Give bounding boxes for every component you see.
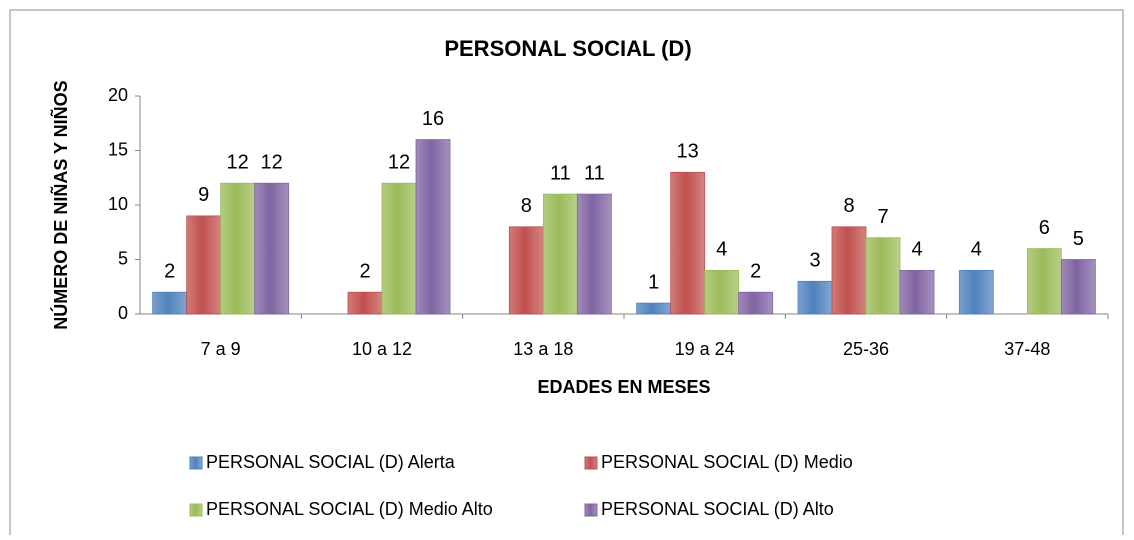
data-label: 2 (164, 260, 175, 282)
x-tick-label: 19 a 24 (675, 339, 735, 359)
data-label: 9 (198, 184, 209, 206)
y-axis-title: NÚMERO DE NIÑAS Y NIÑOS (50, 80, 71, 329)
bar (415, 139, 451, 315)
bar (542, 193, 578, 315)
data-label: 12 (261, 151, 283, 173)
data-label: 7 (877, 206, 888, 228)
legend-marker (584, 456, 598, 470)
data-label: 4 (911, 239, 922, 261)
bar (899, 269, 935, 315)
x-tick-label: 25-36 (843, 339, 889, 359)
bar (508, 226, 544, 315)
data-label: 12 (227, 151, 249, 173)
data-label: 11 (550, 162, 571, 184)
x-tick-label: 7 a 9 (201, 339, 241, 359)
bar (381, 182, 417, 315)
bar (220, 182, 256, 315)
bar (636, 302, 672, 315)
data-label: 3 (809, 250, 820, 272)
data-label: 12 (388, 151, 410, 173)
data-label: 1 (648, 271, 659, 293)
x-tick-label: 13 a 18 (513, 339, 573, 359)
y-tick-label: 15 (108, 139, 128, 159)
y-tick-label: 10 (108, 194, 128, 214)
bar (738, 291, 774, 315)
bar (576, 193, 612, 315)
bar (958, 269, 994, 315)
data-label: 8 (521, 195, 532, 217)
data-label: 6 (1039, 217, 1050, 239)
data-label: 11 (584, 162, 605, 184)
legend-label: PERSONAL SOCIAL (D) Alto (601, 499, 834, 519)
chart-title: PERSONAL SOCIAL (D) (444, 36, 691, 61)
x-tick-label: 10 a 12 (352, 339, 412, 359)
bar (865, 237, 901, 315)
x-axis-title: EDADES EN MESES (537, 377, 710, 397)
data-label: 2 (359, 260, 370, 282)
bar (1060, 259, 1096, 315)
data-label: 13 (677, 141, 699, 163)
data-label: 16 (422, 108, 444, 130)
legend-label: PERSONAL SOCIAL (D) Alerta (206, 452, 456, 472)
bar (254, 182, 290, 315)
legend-label: PERSONAL SOCIAL (D) Medio Alto (206, 499, 493, 519)
bar (186, 215, 222, 315)
bar (152, 291, 188, 315)
y-tick-label: 0 (118, 303, 128, 323)
legend-label: PERSONAL SOCIAL (D) Medio (601, 452, 853, 472)
bar (704, 269, 740, 315)
legend-marker (189, 503, 203, 517)
bar (797, 280, 833, 315)
x-tick-label: 37-48 (1004, 339, 1050, 359)
bar (670, 171, 706, 315)
legend-marker (584, 503, 598, 517)
data-label: 2 (750, 260, 761, 282)
legend-marker (189, 456, 203, 470)
data-label: 5 (1073, 228, 1084, 250)
chart-frame (9, 9, 1124, 535)
bar (347, 291, 383, 315)
data-label: 4 (971, 239, 982, 261)
data-label: 4 (716, 239, 727, 261)
bar (831, 226, 867, 315)
y-tick-label: 5 (118, 248, 128, 268)
data-label: 8 (843, 195, 854, 217)
y-tick-label: 20 (108, 85, 128, 105)
bar (1026, 248, 1062, 315)
